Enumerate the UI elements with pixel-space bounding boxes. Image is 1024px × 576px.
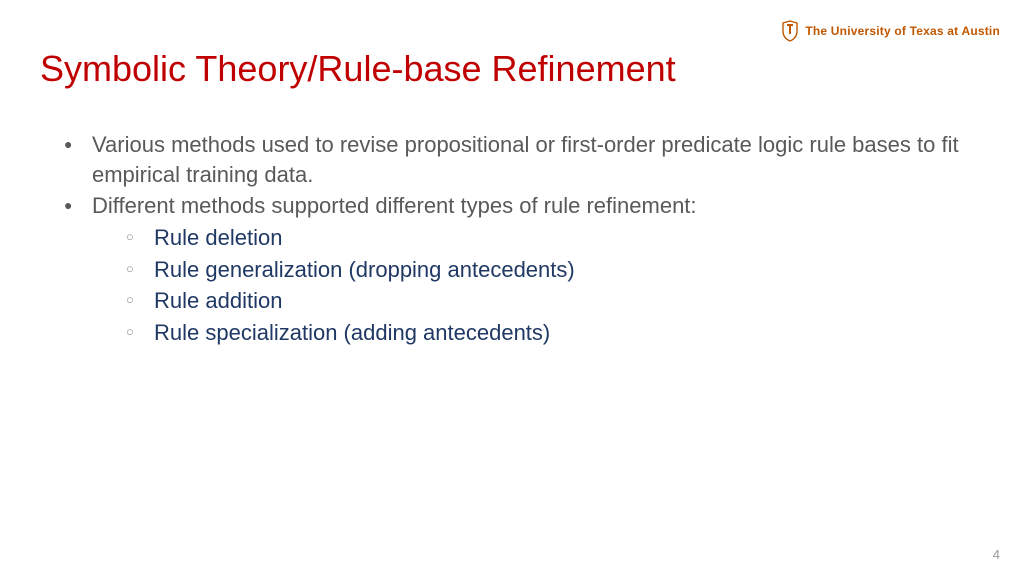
slide-content: Various methods used to revise propositi… <box>60 130 964 350</box>
sub-bullet-item: Rule deletion <box>126 223 964 253</box>
sub-bullet-item: Rule specialization (adding antecedents) <box>126 318 964 348</box>
bullet-item: Various methods used to revise propositi… <box>60 130 964 189</box>
bullet-text: Different methods supported different ty… <box>92 193 697 218</box>
sub-bullet-list: Rule deletion Rule generalization (dropp… <box>126 223 964 348</box>
shield-icon <box>781 20 799 42</box>
sub-bullet-item: Rule generalization (dropping antecedent… <box>126 255 964 285</box>
slide: The University of Texas at Austin Symbol… <box>0 0 1024 576</box>
university-logo: The University of Texas at Austin <box>781 20 1000 42</box>
bullet-list: Various methods used to revise propositi… <box>60 130 964 348</box>
university-name: The University of Texas at Austin <box>805 24 1000 38</box>
bullet-item: Different methods supported different ty… <box>60 191 964 347</box>
page-number: 4 <box>993 547 1000 562</box>
slide-title: Symbolic Theory/Rule-base Refinement <box>40 48 676 90</box>
sub-bullet-item: Rule addition <box>126 286 964 316</box>
